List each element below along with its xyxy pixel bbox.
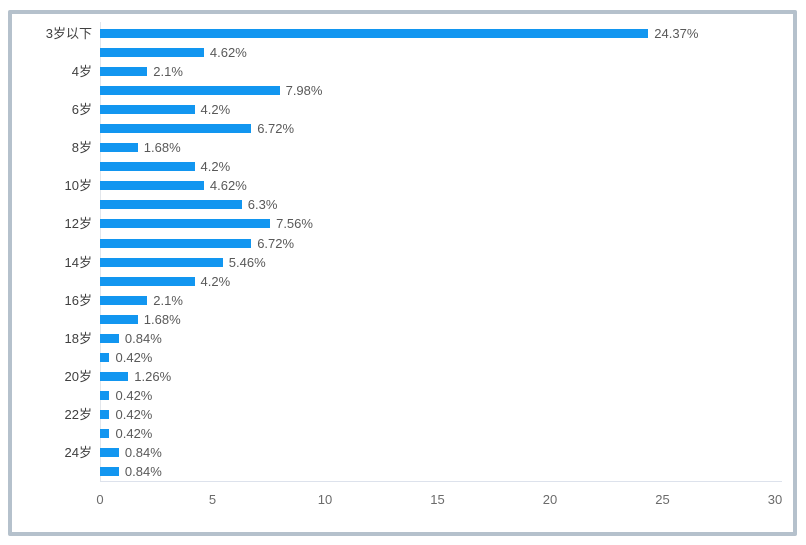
bar[interactable] [100,200,242,210]
y-axis-label: 16岁 [64,292,92,308]
bar[interactable] [100,390,110,400]
bar-data-label: 7.98% [285,83,323,99]
bar[interactable] [100,333,119,343]
bar[interactable] [100,409,110,419]
bar-data-label: 2.1% [153,292,183,308]
y-axis-label: 24岁 [64,444,92,460]
bar[interactable] [100,105,195,115]
bar-data-label: 7.56% [276,216,313,232]
bar[interactable] [100,371,129,381]
x-axis-tick-label: 15 [430,492,445,507]
bar[interactable] [100,181,204,191]
bar[interactable] [100,276,195,286]
bar-data-label: 4.62% [209,45,247,61]
y-axis-label: 14岁 [64,254,92,270]
bar[interactable] [100,352,110,362]
bar[interactable] [100,162,195,172]
y-axis-label: 6岁 [71,102,92,118]
bar-data-label: 0.42% [115,387,153,403]
x-axis-tick-label: 30 [767,492,783,507]
bar[interactable] [100,467,119,476]
bar[interactable] [100,29,649,38]
bar[interactable] [100,48,204,58]
bar[interactable] [100,67,148,77]
bar-data-label: 4.62% [209,178,247,194]
y-axis-label: 12岁 [64,216,92,232]
bar[interactable] [100,257,223,267]
bar[interactable] [100,219,271,229]
bar-data-label: 4.2% [200,273,231,289]
bar-data-label: 0.84% [124,444,162,460]
bar[interactable] [100,86,280,96]
y-axis-label: 18岁 [64,330,92,346]
x-axis-tick-label: 25 [655,492,670,507]
bar-data-label: 1.68% [143,311,181,327]
bar-chart-card [8,10,797,536]
y-axis-label: 20岁 [64,368,92,384]
bar-data-label: 0.84% [124,330,162,346]
bar-data-label: 1.26% [134,368,172,384]
y-axis-label: 22岁 [64,406,92,422]
bar-data-label: 0.42% [115,349,153,365]
bar-data-label: 0.42% [115,425,153,441]
x-axis-tick-label: 20 [542,492,558,507]
bar[interactable] [100,124,252,134]
x-axis-tick-label: 0 [96,492,104,507]
bar-data-label: 24.37% [654,26,699,41]
y-axis-label: 4岁 [71,64,92,80]
bar-data-label: 5.46% [228,254,266,270]
x-axis-line [100,481,782,482]
x-axis-tick-label: 5 [208,492,217,507]
y-axis-line [100,22,101,481]
y-axis-label: 3岁以下 [45,26,92,41]
bar[interactable] [100,314,138,324]
bar-data-label: 6.3% [247,197,278,213]
y-axis-label: 8岁 [71,140,92,156]
bar[interactable] [100,238,252,248]
bar-data-label: 0.42% [115,406,153,422]
y-axis-label: 10岁 [64,178,92,194]
bar-data-label: 2.1% [153,64,183,80]
bar-data-label: 6.72% [257,121,295,137]
bar-data-label: 6.72% [257,235,295,251]
bar[interactable] [100,295,148,305]
bar-data-label: 0.84% [124,464,162,479]
bar-data-label: 4.2% [200,159,231,175]
bar-data-label: 1.68% [143,140,181,156]
bar[interactable] [100,447,119,457]
bar-data-label: 4.2% [200,102,231,118]
x-axis-tick-label: 10 [317,492,333,507]
bar[interactable] [100,143,138,153]
bar[interactable] [100,428,110,438]
